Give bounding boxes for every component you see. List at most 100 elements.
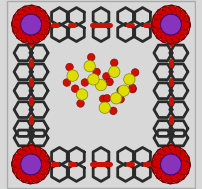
Ellipse shape <box>170 20 191 29</box>
Ellipse shape <box>156 163 173 179</box>
Ellipse shape <box>162 6 174 26</box>
Ellipse shape <box>168 23 180 43</box>
Ellipse shape <box>13 162 32 174</box>
Ellipse shape <box>170 160 191 170</box>
Ellipse shape <box>161 163 173 183</box>
Ellipse shape <box>30 160 51 170</box>
Circle shape <box>88 74 99 85</box>
Circle shape <box>161 14 181 35</box>
Ellipse shape <box>11 19 32 29</box>
Ellipse shape <box>29 23 45 40</box>
Ellipse shape <box>17 149 33 166</box>
Ellipse shape <box>168 146 181 166</box>
Ellipse shape <box>26 23 36 44</box>
Ellipse shape <box>13 22 32 34</box>
Ellipse shape <box>21 163 34 183</box>
Ellipse shape <box>11 160 32 169</box>
Ellipse shape <box>30 160 51 169</box>
Ellipse shape <box>29 10 46 26</box>
Ellipse shape <box>16 163 33 179</box>
Circle shape <box>21 154 41 175</box>
Ellipse shape <box>162 146 174 166</box>
Ellipse shape <box>29 146 41 166</box>
Ellipse shape <box>166 163 176 184</box>
Ellipse shape <box>169 23 185 40</box>
Ellipse shape <box>29 163 45 180</box>
Circle shape <box>117 87 124 94</box>
Circle shape <box>99 95 107 103</box>
Ellipse shape <box>29 150 46 166</box>
Circle shape <box>132 69 139 76</box>
Ellipse shape <box>28 163 40 183</box>
Ellipse shape <box>153 14 172 27</box>
Ellipse shape <box>151 160 172 169</box>
Circle shape <box>77 100 84 107</box>
Ellipse shape <box>22 146 34 166</box>
Ellipse shape <box>170 20 191 30</box>
Ellipse shape <box>30 20 51 30</box>
Ellipse shape <box>170 162 189 175</box>
Ellipse shape <box>21 23 34 43</box>
Ellipse shape <box>30 162 49 175</box>
Ellipse shape <box>30 15 49 27</box>
Ellipse shape <box>30 155 49 167</box>
Ellipse shape <box>170 15 189 27</box>
Ellipse shape <box>156 23 173 39</box>
Circle shape <box>129 84 136 92</box>
Ellipse shape <box>157 149 173 166</box>
Ellipse shape <box>26 145 36 166</box>
Ellipse shape <box>170 160 191 169</box>
Circle shape <box>108 66 120 77</box>
Ellipse shape <box>13 154 32 167</box>
Circle shape <box>99 102 110 113</box>
Ellipse shape <box>22 6 34 26</box>
Circle shape <box>118 85 129 96</box>
Circle shape <box>103 73 110 80</box>
Circle shape <box>93 68 100 76</box>
Circle shape <box>97 81 104 89</box>
Ellipse shape <box>11 159 32 169</box>
Ellipse shape <box>169 10 186 26</box>
Ellipse shape <box>11 20 32 29</box>
Ellipse shape <box>13 14 32 27</box>
Ellipse shape <box>153 22 172 34</box>
Ellipse shape <box>166 5 176 26</box>
Circle shape <box>129 85 136 93</box>
Ellipse shape <box>16 23 33 39</box>
Circle shape <box>90 75 98 83</box>
Ellipse shape <box>153 154 172 167</box>
Circle shape <box>103 94 111 102</box>
Circle shape <box>66 63 73 71</box>
Circle shape <box>161 154 181 175</box>
Circle shape <box>87 53 95 61</box>
Ellipse shape <box>28 23 40 43</box>
Ellipse shape <box>169 163 185 180</box>
Ellipse shape <box>29 6 41 26</box>
Ellipse shape <box>151 20 172 29</box>
Circle shape <box>67 70 78 81</box>
Circle shape <box>76 89 88 100</box>
Ellipse shape <box>151 159 172 169</box>
Ellipse shape <box>170 22 189 35</box>
Ellipse shape <box>166 145 176 166</box>
Ellipse shape <box>30 20 51 29</box>
Ellipse shape <box>169 150 186 166</box>
Ellipse shape <box>151 19 172 29</box>
Circle shape <box>81 79 89 86</box>
Circle shape <box>117 95 124 103</box>
Circle shape <box>110 93 122 104</box>
Circle shape <box>124 74 135 85</box>
Circle shape <box>63 79 70 86</box>
Circle shape <box>21 14 41 35</box>
Ellipse shape <box>168 6 181 26</box>
Ellipse shape <box>168 163 180 183</box>
Circle shape <box>109 107 117 115</box>
Circle shape <box>95 79 107 91</box>
Ellipse shape <box>153 162 172 174</box>
Ellipse shape <box>157 9 173 26</box>
Circle shape <box>71 85 79 92</box>
Ellipse shape <box>166 23 176 44</box>
Circle shape <box>84 60 95 72</box>
Ellipse shape <box>30 22 49 35</box>
Ellipse shape <box>26 163 36 184</box>
